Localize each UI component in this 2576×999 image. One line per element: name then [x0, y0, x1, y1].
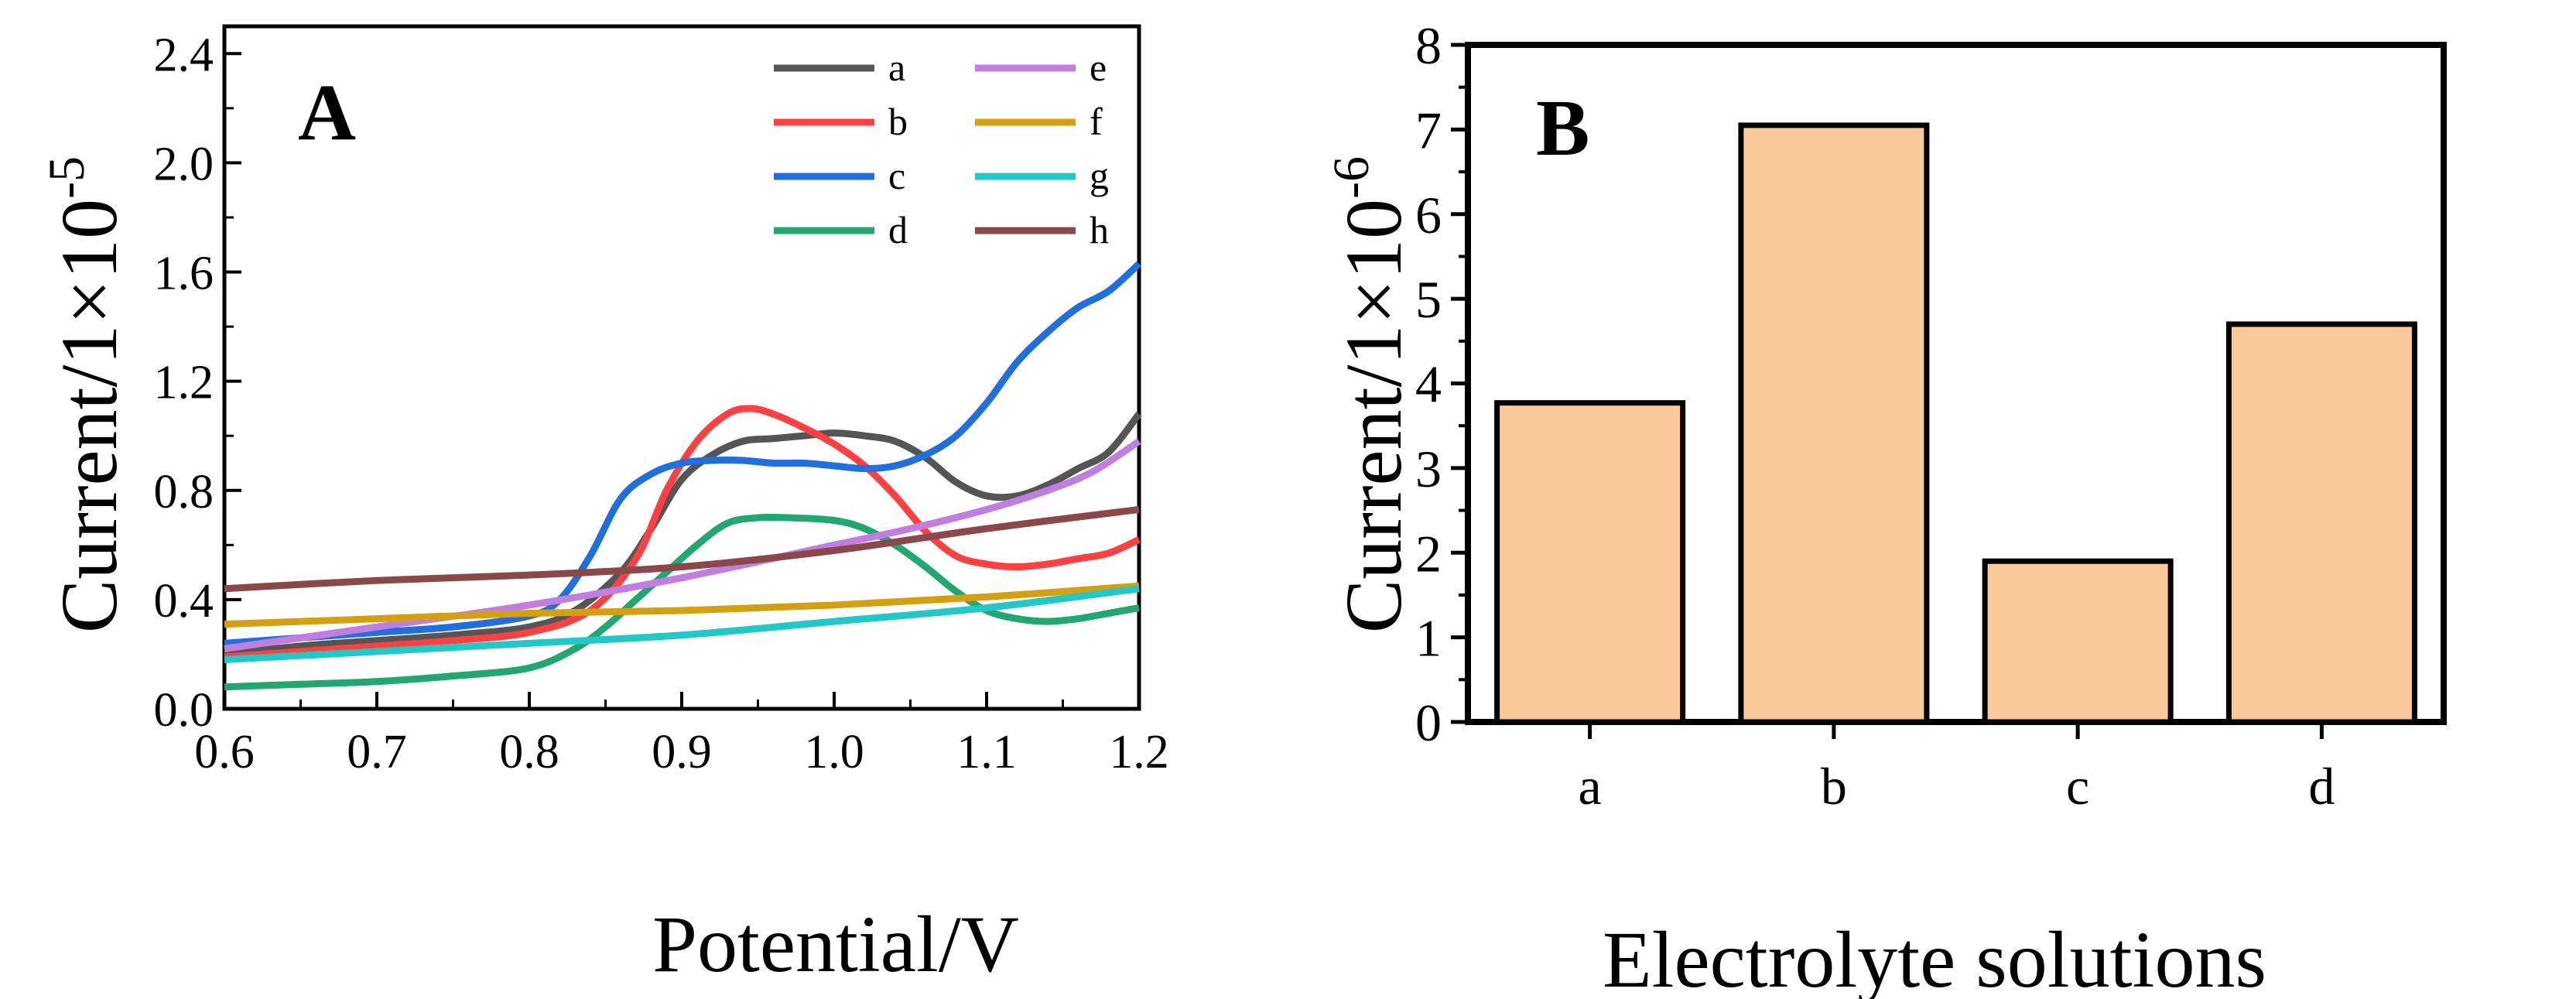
panel-b-x-tick-label: a — [1579, 757, 1602, 816]
panel-b-y-axis-exponent: -6 — [1323, 156, 1380, 199]
bar-d — [2225, 321, 2417, 725]
panel-a-y-tick-label: 1.6 — [154, 248, 214, 300]
series-line-g — [224, 585, 1140, 663]
panel-b-x-tick-label: c — [2066, 757, 2089, 816]
panel-a-x-tick-label: 1.2 — [1109, 726, 1169, 778]
panel-a-y-tick-label: 2.4 — [154, 29, 214, 81]
panel-a-y-axis-label-group: Current/1×10-5 — [39, 156, 134, 633]
panel-a-y-tick-label: 0.4 — [154, 575, 214, 628]
panel-b-y-tick-label: 2 — [1415, 524, 1442, 583]
panel-b-y-axis-label-group: Current/1×10-6 — [1323, 156, 1418, 633]
panel-a-y-axis-label: Current/1×10 — [45, 199, 134, 633]
legend-label-e: e — [1090, 46, 1107, 89]
panel-a-x-tick-label: 0.7 — [347, 726, 407, 778]
panel-b-y-tick-label: 7 — [1415, 101, 1442, 159]
panel-b-y-tick-label: 3 — [1415, 440, 1442, 498]
svg-text:Current/1×10-5: Current/1×10-5 — [39, 156, 134, 633]
panel-a-line-chart: 0.6 0.7 0.8 0.9 1.0 1.1 1.2 0.0 0.4 0.8 1.2 1.6 2.0 2… — [39, 24, 1169, 989]
panel-b-x-axis-label: Electrolyte solutions — [1603, 915, 2266, 999]
series-line-b — [224, 405, 1141, 661]
series-line-c — [224, 261, 1142, 647]
series-line-h — [224, 505, 1140, 593]
panel-b-x-tick-label: b — [1821, 757, 1847, 816]
panel-a-y-tick-label: 2.0 — [154, 138, 214, 190]
panel-a-axes: 0.6 0.7 0.8 0.9 1.0 1.1 1.2 0.0 0.4 0.8 1.2 1.6 2.0 2… — [154, 24, 1169, 778]
panel-b-bars — [1494, 122, 2417, 725]
panel-a-x-axis-label: Potential/V — [652, 900, 1019, 989]
panel-a-series — [224, 261, 1142, 691]
panel-b-bar-chart: a b c d 0 1 2 3 4 5 6 7 8 B Electrolyte solutions Cu… — [1323, 16, 2447, 999]
panel-b-y-tick-label: 6 — [1415, 186, 1442, 245]
legend-label-h: h — [1090, 208, 1109, 251]
panel-a-y-axis-exponent: -5 — [39, 156, 95, 199]
legend-label-f: f — [1090, 100, 1103, 143]
legend-label-b: b — [888, 100, 908, 143]
panel-b-y-tick-label: 1 — [1415, 609, 1442, 668]
panel-a-label: A — [298, 68, 356, 157]
series-line-a — [224, 412, 1142, 658]
bar-b — [1738, 122, 1930, 725]
svg-text:Current/1×10-6: Current/1×10-6 — [1323, 156, 1418, 633]
panel-a-x-tick-label: 1.1 — [956, 726, 1017, 778]
panel-a-y-tick-label: 0.0 — [154, 684, 214, 737]
panel-b-y-tick-label: 0 — [1415, 693, 1442, 752]
panel-b-y-tick-label: 5 — [1415, 270, 1442, 329]
panel-a-x-tick-label: 0.6 — [194, 726, 255, 778]
bar-c — [1982, 558, 2174, 725]
panel-b-y-tick-label: 8 — [1415, 16, 1442, 75]
panel-a-x-tick-label: 0.8 — [499, 726, 559, 778]
bar-a — [1494, 400, 1686, 725]
legend-label-d: d — [888, 208, 908, 251]
panel-a-x-tick-label: 0.9 — [652, 726, 712, 778]
panel-b-label: B — [1536, 84, 1589, 173]
legend-label-g: g — [1090, 154, 1109, 197]
series-line-f — [224, 582, 1140, 628]
panel-b-y-tick-label: 4 — [1415, 355, 1442, 414]
panel-b-x-tick-label: d — [2308, 757, 2335, 816]
panel-b-axes: a b c d 0 1 2 3 4 5 6 7 8 — [1415, 16, 2447, 816]
panel-a-y-tick-label: 1.2 — [154, 357, 214, 409]
legend-label-a: a — [888, 46, 905, 89]
legend-label-c: c — [888, 154, 905, 197]
panel-b-y-axis-label: Current/1×10 — [1329, 199, 1418, 633]
series-line-d — [224, 513, 1140, 691]
panel-a-x-tick-label: 1.0 — [804, 726, 864, 778]
panel-a-y-tick-label: 0.8 — [154, 466, 214, 518]
